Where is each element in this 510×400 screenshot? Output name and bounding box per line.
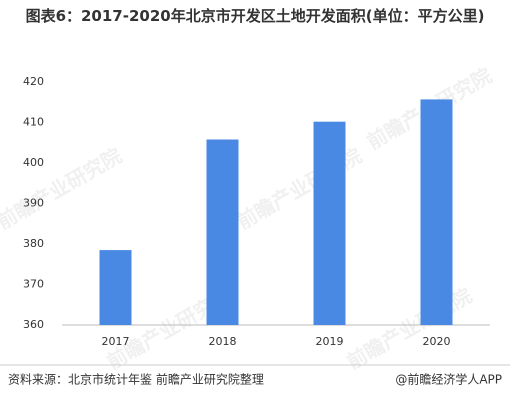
bar (206, 139, 239, 325)
watermark: 前瞻产业研究院 (233, 143, 366, 234)
bar (420, 99, 453, 325)
x-tick-label: 2019 (316, 335, 344, 348)
x-tick-label: 2017 (102, 335, 130, 348)
watermark: 前瞻产业研究院 (0, 143, 126, 234)
y-tick-label: 420 (23, 75, 44, 88)
y-tick-label: 400 (23, 156, 44, 169)
y-tick-label: 390 (23, 197, 44, 210)
bar (99, 250, 132, 325)
bar (313, 121, 346, 325)
y-tick-label: 380 (23, 237, 44, 250)
y-tick-label: 370 (23, 278, 44, 291)
x-tick-label: 2018 (209, 335, 237, 348)
x-tick-label: 2020 (423, 335, 451, 348)
source: 资料来源：北京市统计年鉴 前瞻产业研究院整理 (8, 372, 264, 387)
watermark: 前瞻产业研究院 (343, 283, 476, 374)
y-tick-label: 360 (23, 318, 44, 331)
credit: @前瞻经济学人APP (395, 372, 502, 387)
y-tick-label: 410 (23, 116, 44, 129)
chart-title: 图表6：2017-2020年北京市开发区土地开发面积(单位：平方公里) (25, 7, 485, 25)
